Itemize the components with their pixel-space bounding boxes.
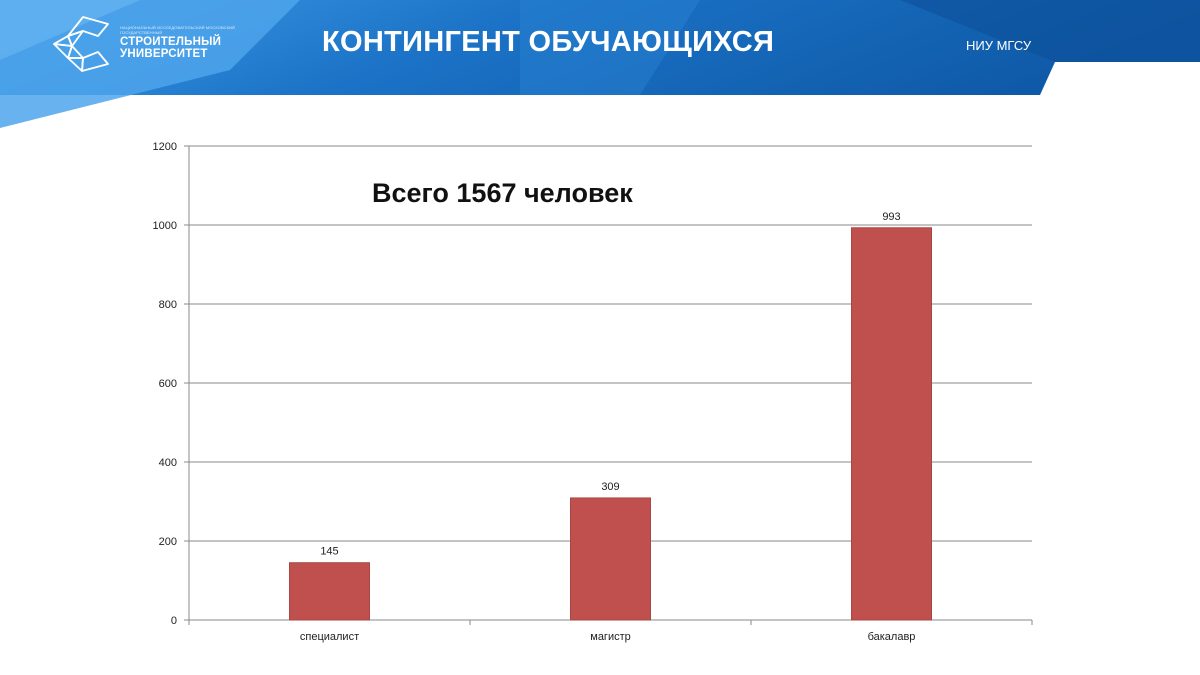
- y-tick-label: 800: [159, 299, 177, 311]
- bar-специалист: [289, 562, 370, 621]
- page-title: КОНТИНГЕНТ ОБУЧАЮЩИХСЯ: [322, 26, 775, 58]
- logo: НАЦИОНАЛЬНЫЙ ИССЛЕДОВАТЕЛЬСКИЙ МОСКОВСКИ…: [50, 14, 240, 74]
- bar-бакалавр: [851, 227, 932, 621]
- chart-annotation: Всего 1567 человек: [372, 178, 633, 208]
- logo-text-line2: УНИВЕРСИТЕТ: [120, 48, 208, 60]
- y-tick-label: 0: [171, 615, 177, 627]
- header-banner: НАЦИОНАЛЬНЫЙ ИССЛЕДОВАТЕЛЬСКИЙ МОСКОВСКИ…: [0, 0, 1200, 130]
- org-label: НИУ МГСУ: [966, 38, 1032, 53]
- y-tick-label: 400: [159, 457, 177, 469]
- logo-small-text: НАЦИОНАЛЬНЫЙ ИССЛЕДОВАТЕЛЬСКИЙ МОСКОВСКИ…: [120, 25, 236, 35]
- x-tick-label: бакалавр: [868, 631, 916, 643]
- y-tick-label: 200: [159, 536, 177, 548]
- data-label: 145: [320, 546, 338, 558]
- y-tick-label: 1000: [153, 220, 177, 232]
- y-tick-label: 600: [159, 378, 177, 390]
- x-tick-label: магистр: [590, 631, 631, 643]
- header-background: [0, 0, 1200, 128]
- bar-магистр: [570, 497, 651, 621]
- data-label: 309: [601, 481, 619, 493]
- y-tick-label: 1200: [153, 141, 177, 153]
- logo-text-line1: СТРОИТЕЛЬНЫЙ: [120, 36, 222, 48]
- university-logo-icon: [53, 16, 109, 72]
- data-label: 993: [882, 211, 900, 223]
- x-tick-label: специалист: [300, 631, 359, 643]
